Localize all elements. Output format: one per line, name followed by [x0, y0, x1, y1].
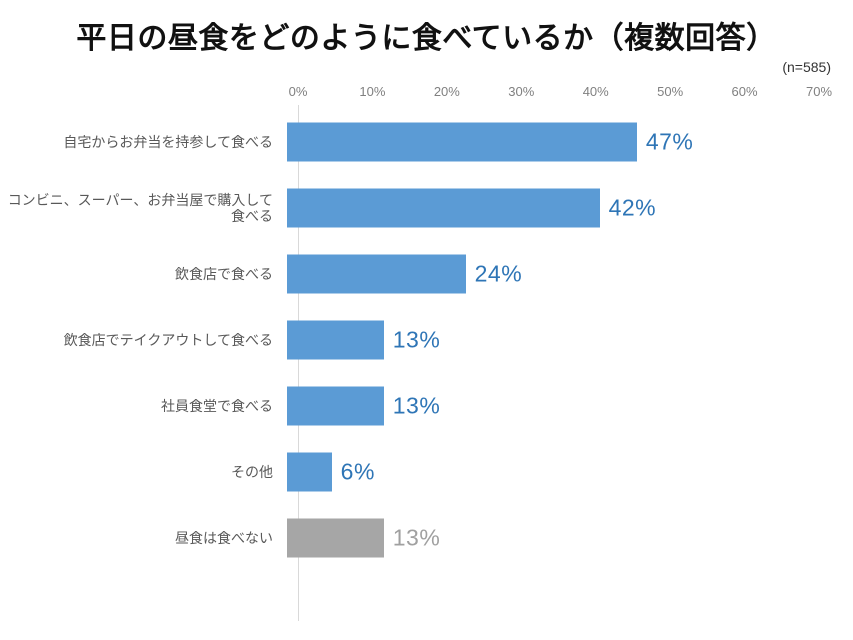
category-label: 社員食堂で食べる — [161, 397, 273, 414]
category-label: その他 — [231, 463, 273, 480]
bar-track: 13% — [286, 373, 807, 439]
bar-row: その他 6% — [0, 439, 853, 505]
bar-track: 42% — [286, 175, 807, 241]
value-label: 47% — [645, 128, 694, 155]
value-label: 13% — [392, 326, 441, 353]
value-label: 24% — [474, 260, 523, 287]
bar — [287, 518, 384, 558]
x-axis-tick-label: 10% — [359, 84, 386, 99]
bar — [287, 452, 332, 492]
bar-row: 飲食店でテイクアウトして食べる 13% — [0, 307, 853, 373]
value-label: 13% — [392, 524, 441, 551]
category-label: コンビニ、スーパー、お弁当屋で購入して食べる — [7, 191, 273, 224]
sample-size-label: (n=585) — [782, 59, 831, 75]
bar-row: 自宅からお弁当を持参して食べる 47% — [0, 109, 853, 175]
x-axis-tick-label: 60% — [731, 84, 758, 99]
category-label: 飲食店で食べる — [175, 265, 273, 282]
bar-row: 飲食店で食べる 24% — [0, 241, 853, 307]
category-label: 昼食は食べない — [175, 529, 273, 546]
bar-track: 13% — [286, 307, 807, 373]
bar-row: 昼食は食べない 13% — [0, 505, 853, 571]
bar-row: 社員食堂で食べる 13% — [0, 373, 853, 439]
x-axis: 0% 10% 20% 30% 40% 50% 60% 70% — [289, 84, 832, 102]
bar-track: 6% — [286, 439, 807, 505]
bar-rows: 自宅からお弁当を持参して食べる 47% コンビニ、スーパー、お弁当屋で購入して食… — [0, 105, 853, 571]
bar-track: 47% — [286, 109, 807, 175]
bar — [287, 386, 384, 426]
category-label: 自宅からお弁当を持参して食べる — [63, 133, 273, 150]
bar — [287, 254, 466, 294]
value-label: 6% — [340, 458, 375, 485]
bar-track: 13% — [286, 505, 807, 571]
bar-row: コンビニ、スーパー、お弁当屋で購入して食べる 42% — [0, 175, 853, 241]
value-label: 42% — [608, 194, 657, 221]
bar — [287, 320, 384, 360]
x-axis-tick-label: 30% — [508, 84, 535, 99]
y-axis-line — [298, 105, 299, 621]
x-axis-tick-label: 40% — [582, 84, 609, 99]
chart-title: 平日の昼食をどのように食べているか（複数回答） — [76, 22, 777, 55]
bar — [287, 188, 600, 228]
category-label: 飲食店でテイクアウトして食べる — [63, 331, 273, 348]
x-axis-tick-label: 50% — [657, 84, 684, 99]
value-label: 13% — [392, 392, 441, 419]
bar-track: 24% — [286, 241, 807, 307]
x-axis-tick-label: 0% — [288, 84, 308, 99]
bar — [287, 122, 637, 162]
x-axis-tick-label: 70% — [805, 84, 833, 99]
x-axis-tick-label: 20% — [433, 84, 460, 99]
